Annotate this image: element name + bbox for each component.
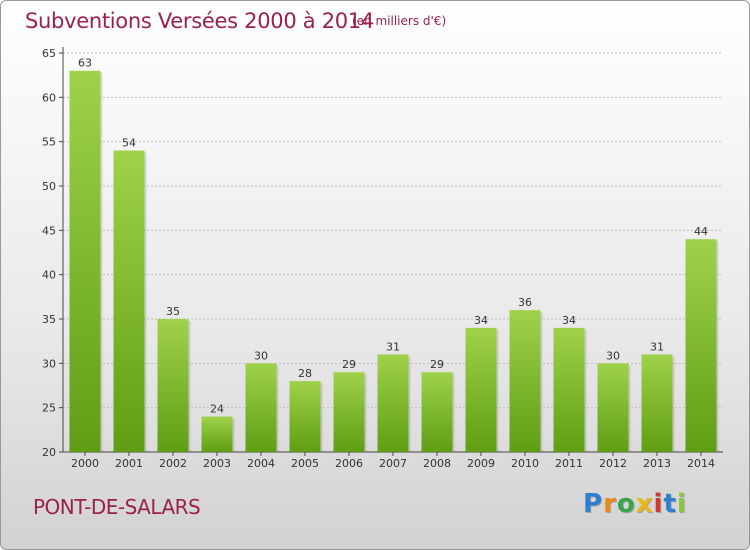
bar-value-label: 30 xyxy=(254,349,268,362)
x-tick-label: 2007 xyxy=(379,457,407,470)
bar-value-label: 24 xyxy=(210,403,224,416)
proxiti-logo: Proxiti xyxy=(583,489,687,519)
bar xyxy=(597,363,629,452)
x-tick-label: 2005 xyxy=(291,457,319,470)
x-tick-label: 2004 xyxy=(247,457,275,470)
bar xyxy=(245,363,277,452)
bar-value-label: 34 xyxy=(474,314,488,327)
logo-letter: x xyxy=(635,489,654,519)
bar xyxy=(465,327,497,452)
x-tick-label: 2002 xyxy=(159,457,187,470)
y-tick-label: 65 xyxy=(42,47,56,60)
bar xyxy=(201,416,233,452)
x-tick-label: 2000 xyxy=(71,457,99,470)
bar-value-label: 31 xyxy=(386,340,400,353)
bar-value-label: 54 xyxy=(122,137,136,150)
chart-title: Subventions Versées 2000 à 2014 xyxy=(25,9,374,33)
chart-unit-note: (en milliers d'€) xyxy=(352,14,447,28)
y-tick-label: 45 xyxy=(42,224,56,237)
x-tick-label: 2010 xyxy=(511,457,539,470)
x-tick-label: 2009 xyxy=(467,457,495,470)
bar-value-label: 36 xyxy=(518,296,532,309)
x-tick-label: 2011 xyxy=(555,457,583,470)
bar xyxy=(333,372,365,452)
x-tick-label: 2013 xyxy=(643,457,671,470)
bar-value-label: 44 xyxy=(694,225,708,238)
y-tick-label: 20 xyxy=(42,446,56,459)
x-tick-label: 2012 xyxy=(599,457,627,470)
x-tick-label: 2003 xyxy=(203,457,231,470)
bar xyxy=(553,327,585,452)
bar-value-label: 35 xyxy=(166,305,180,318)
y-tick-label: 60 xyxy=(42,91,56,104)
y-tick-label: 50 xyxy=(42,180,56,193)
bar-value-label: 63 xyxy=(78,57,92,70)
commune-name: PONT-DE-SALARS xyxy=(33,495,201,519)
logo-letter: o xyxy=(616,489,636,519)
bar-value-label: 30 xyxy=(606,349,620,362)
x-tick-label: 2014 xyxy=(687,457,715,470)
bar-value-label: 29 xyxy=(430,358,444,371)
y-tick-label: 35 xyxy=(42,313,56,326)
bar-value-label: 34 xyxy=(562,314,576,327)
logo-letter: i xyxy=(676,489,687,519)
x-tick-label: 2001 xyxy=(115,457,143,470)
logo-letter: i xyxy=(653,489,664,519)
x-tick-label: 2008 xyxy=(423,457,451,470)
bar xyxy=(289,381,321,452)
bar xyxy=(157,319,189,452)
logo-letter: t xyxy=(663,489,677,519)
logo-letter: P xyxy=(583,489,604,519)
y-tick-label: 25 xyxy=(42,402,56,415)
bar xyxy=(641,354,673,452)
bar xyxy=(509,310,541,452)
y-tick-label: 30 xyxy=(42,357,56,370)
y-tick-label: 55 xyxy=(42,136,56,149)
y-tick-label: 40 xyxy=(42,269,56,282)
logo-letter: r xyxy=(603,489,617,519)
bar xyxy=(685,239,717,452)
bar xyxy=(377,354,409,452)
bar-value-label: 28 xyxy=(298,367,312,380)
bar-value-label: 29 xyxy=(342,358,356,371)
x-tick-label: 2006 xyxy=(335,457,363,470)
bar xyxy=(69,70,101,452)
bar xyxy=(113,150,145,453)
bar xyxy=(421,372,453,452)
bar-value-label: 31 xyxy=(650,340,664,353)
